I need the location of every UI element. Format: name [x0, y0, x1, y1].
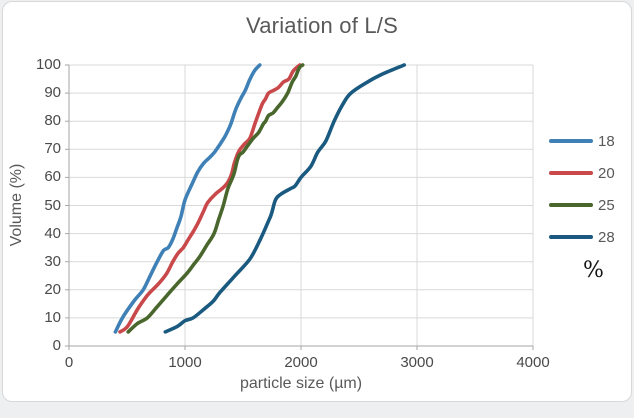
series-line-28[interactable] [163, 63, 406, 334]
legend-line-swatch [549, 235, 593, 239]
x-axis-title: particle size (µm) [239, 375, 363, 392]
legend-item-20[interactable]: 20 [549, 162, 629, 184]
chart-title[interactable]: Variation of L/S [246, 13, 398, 38]
y-tick-label: 40 [44, 224, 61, 242]
x-tick-label: 1000 [168, 354, 202, 371]
legend-label: 25 [598, 196, 615, 214]
series-line-25[interactable] [126, 63, 305, 334]
y-tick-label: 50 [44, 196, 61, 214]
legend-item-18[interactable]: 18 [549, 130, 629, 152]
legend-label: 28 [598, 228, 615, 246]
y-tick-label: 70 [44, 140, 61, 158]
legend-title: % [583, 258, 604, 283]
x-tick-label: 4000 [516, 354, 550, 371]
legend-line-swatch [549, 139, 593, 143]
series-line-20[interactable] [118, 63, 302, 334]
y-tick-label: 90 [44, 84, 61, 102]
y-tick-label: 20 [44, 280, 61, 298]
legend-item-25[interactable]: 25 [549, 194, 629, 216]
x-axis-tick-labels: 0 1000 2000 3000 4000 [0, 354, 634, 374]
y-tick-label: 30 [44, 252, 61, 270]
y-tick-label: 0 [52, 337, 61, 354]
series-line-18[interactable] [113, 63, 262, 334]
legend-line-swatch [549, 171, 593, 175]
legend-item-28[interactable]: 28 [549, 226, 629, 248]
legend-line-swatch [549, 203, 593, 207]
y-tick-label: 10 [44, 308, 61, 326]
y-tick-label: 60 [44, 168, 61, 186]
legend: 18 20 25 28 % [549, 130, 629, 283]
y-tick-label: 80 [44, 112, 61, 130]
legend-items: 18 20 25 28 [549, 130, 629, 248]
y-axis-tick-labels: 0 10 20 30 40 50 60 70 80 90 100 [0, 0, 61, 418]
x-tick-label: 3000 [400, 354, 434, 371]
y-tick-label: 100 [35, 56, 61, 73]
legend-label: 20 [598, 164, 615, 182]
legend-label: 18 [598, 132, 615, 150]
x-tick-label: 0 [64, 354, 74, 371]
x-tick-label: 2000 [284, 354, 318, 371]
